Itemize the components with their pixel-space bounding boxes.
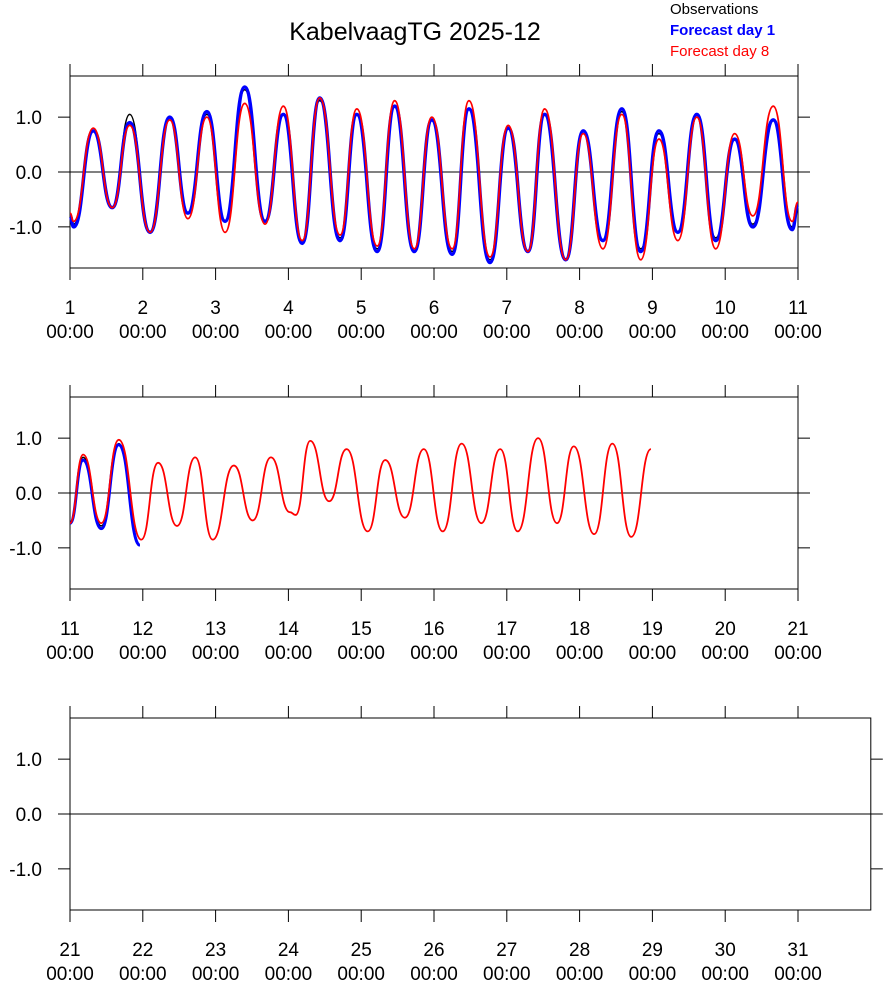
x-tick-label: 25 00:00 — [337, 940, 385, 985]
x-tick-label: 10 00:00 — [701, 298, 749, 343]
x-tick-label: 18 00:00 — [556, 619, 604, 664]
y-tick-label: 1.0 — [16, 108, 42, 129]
x-tick-label: 5 00:00 — [337, 298, 385, 343]
x-tick-label: 28 00:00 — [556, 940, 604, 985]
x-tick-label: 20 00:00 — [701, 619, 749, 664]
x-tick-label: 11 00:00 — [774, 298, 822, 343]
x-tick-label: 6 00:00 — [410, 298, 458, 343]
x-tick-label: 14 00:00 — [265, 619, 313, 664]
x-tick-label: 17 00:00 — [483, 619, 531, 664]
x-tick-label: 29 00:00 — [629, 940, 677, 985]
y-tick-label: -1.0 — [9, 218, 42, 239]
x-tick-label: 8 00:00 — [556, 298, 604, 343]
x-tick-label: 1 00:00 — [46, 298, 94, 343]
x-tick-label: 21 00:00 — [774, 619, 822, 664]
x-tick-label: 31 00:00 — [774, 940, 822, 985]
x-tick-label: 9 00:00 — [629, 298, 677, 343]
x-tick-label: 21 00:00 — [46, 940, 94, 985]
x-tick-label: 23 00:00 — [192, 940, 240, 985]
x-tick-label: 2 00:00 — [119, 298, 167, 343]
y-tick-label: -1.0 — [9, 539, 42, 560]
y-tick-label: 0.0 — [16, 484, 42, 505]
y-tick-label: 1.0 — [16, 750, 42, 771]
y-tick-label: 0.0 — [16, 163, 42, 184]
y-tick-label: -1.0 — [9, 860, 42, 881]
legend-entry: Forecast day 1 — [670, 22, 775, 39]
chart-title: KabelvaagTG 2025-12 — [289, 18, 541, 46]
series-line — [69, 97, 799, 261]
legend-entry: Observations — [670, 1, 758, 18]
x-tick-label: 22 00:00 — [119, 940, 167, 985]
x-tick-label: 3 00:00 — [192, 298, 240, 343]
x-tick-label: 15 00:00 — [337, 619, 385, 664]
x-tick-label: 19 00:00 — [629, 619, 677, 664]
series-line — [69, 437, 652, 541]
x-tick-label: 26 00:00 — [410, 940, 458, 985]
x-tick-label: 16 00:00 — [410, 619, 458, 664]
y-tick-label: 1.0 — [16, 429, 42, 450]
x-tick-label: 7 00:00 — [483, 298, 531, 343]
x-tick-label: 13 00:00 — [192, 619, 240, 664]
x-tick-label: 4 00:00 — [265, 298, 313, 343]
x-tick-label: 27 00:00 — [483, 940, 531, 985]
x-tick-label: 12 00:00 — [119, 619, 167, 664]
x-tick-label: 24 00:00 — [265, 940, 313, 985]
x-tick-label: 11 00:00 — [46, 619, 94, 664]
legend-entry: Forecast day 8 — [670, 43, 769, 60]
x-tick-label: 30 00:00 — [701, 940, 749, 985]
y-tick-label: 0.0 — [16, 805, 42, 826]
